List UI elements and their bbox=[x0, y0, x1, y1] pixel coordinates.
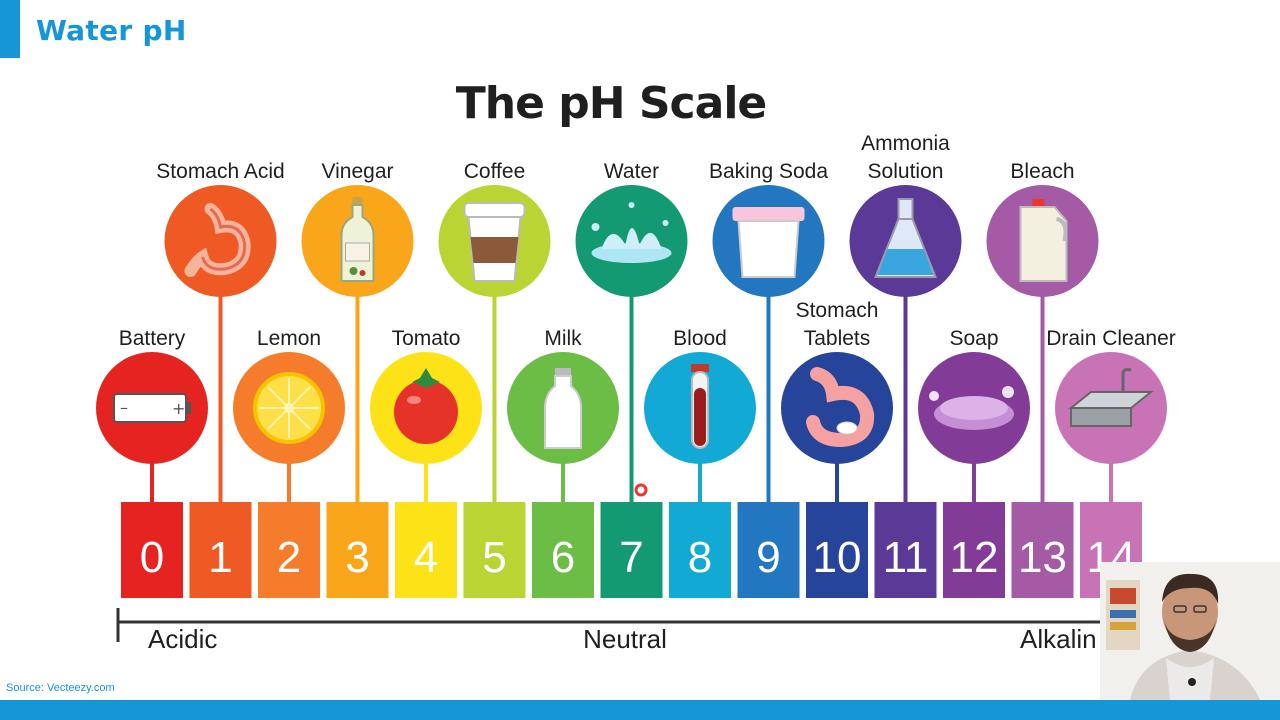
bottom-bar bbox=[0, 700, 1280, 720]
ph-value: 7 bbox=[619, 533, 643, 582]
item-label: Tomato bbox=[392, 327, 461, 350]
pointer-marker bbox=[634, 483, 648, 497]
battery-icon: – + bbox=[113, 393, 191, 423]
item-label: Milk bbox=[544, 327, 582, 350]
item-circle bbox=[164, 185, 277, 297]
ph-box-3 bbox=[326, 502, 389, 598]
ph-value: 9 bbox=[756, 533, 780, 582]
ph-box-0 bbox=[121, 502, 183, 598]
ph-value: 2 bbox=[277, 533, 301, 582]
ph-box-13 bbox=[1011, 502, 1074, 598]
lemon-icon bbox=[253, 372, 325, 444]
source-credit: Source: Vecteezy.com bbox=[6, 682, 115, 694]
item-label: Water bbox=[604, 160, 659, 183]
vinegar-bottle-icon bbox=[340, 197, 375, 282]
ph-box-4 bbox=[395, 502, 457, 598]
slide-title: Water pH bbox=[36, 14, 187, 47]
item-label: Stomach Acid bbox=[156, 160, 284, 183]
item-label: Drain Cleaner bbox=[1046, 327, 1176, 350]
ph-box-1 bbox=[189, 502, 252, 598]
item-label: Battery bbox=[119, 327, 186, 350]
ph-box-9 bbox=[737, 502, 800, 598]
item-label: Lemon bbox=[257, 327, 321, 350]
blood-tube-icon bbox=[691, 364, 709, 449]
ph-box-12 bbox=[943, 502, 1005, 598]
ph-box-11 bbox=[874, 502, 937, 598]
ph-value: 1 bbox=[208, 533, 232, 582]
ph-value: 3 bbox=[345, 533, 369, 582]
coffee-cup-icon bbox=[463, 202, 526, 282]
item-label: Solution bbox=[868, 160, 944, 183]
item-label: Stomach bbox=[796, 299, 879, 322]
axis-label-left: Acidic bbox=[148, 624, 217, 654]
ph-value: 4 bbox=[414, 533, 438, 582]
item-label: Blood bbox=[673, 327, 727, 350]
water-splash-icon bbox=[591, 202, 672, 263]
item-label: Tablets bbox=[804, 327, 871, 350]
ph-value: 6 bbox=[551, 533, 575, 582]
diagram-title: The pH Scale bbox=[455, 78, 768, 129]
stomach-icon bbox=[184, 203, 251, 277]
stomach-tablet-icon bbox=[806, 367, 875, 448]
ph-value: 12 bbox=[950, 533, 999, 582]
baking-soda-tub-icon bbox=[732, 207, 805, 278]
ph-value: 5 bbox=[482, 533, 506, 582]
item-circle bbox=[781, 352, 893, 464]
item-label: Vinegar bbox=[321, 160, 393, 183]
ph-box-6 bbox=[532, 502, 594, 598]
soap-icon bbox=[929, 386, 1014, 430]
sink-icon bbox=[1068, 368, 1154, 427]
flask-icon bbox=[874, 198, 937, 278]
item-label: Baking Soda bbox=[709, 160, 828, 183]
item-label: Bleach bbox=[1010, 160, 1074, 183]
ph-value: 8 bbox=[688, 533, 712, 582]
tomato-icon bbox=[394, 368, 458, 444]
ph-box-5 bbox=[463, 502, 526, 598]
ph-box-2 bbox=[258, 502, 320, 598]
svg-text:–: – bbox=[120, 398, 128, 417]
ph-scale-diagram: Stomach Acid Vinegar Coffee Water Baking Sod… bbox=[96, 132, 1176, 654]
milk-bottle-icon bbox=[544, 368, 582, 449]
ph-box-10 bbox=[806, 502, 868, 598]
item-label: Coffee bbox=[464, 160, 526, 183]
item-label: Ammonia bbox=[861, 132, 950, 155]
item-label: Soap bbox=[949, 327, 998, 350]
bleach-jug-icon bbox=[1019, 199, 1068, 282]
svg-text:+: + bbox=[172, 399, 185, 418]
presenter-webcam bbox=[1100, 562, 1280, 700]
ph-box-7 bbox=[600, 502, 663, 598]
ph-value: 11 bbox=[883, 533, 929, 582]
ph-value: 10 bbox=[813, 533, 862, 582]
ph-value: 13 bbox=[1018, 533, 1067, 582]
axis-label-center: Neutral bbox=[583, 624, 667, 654]
title-accent-bar bbox=[0, 0, 20, 58]
ph-value: 0 bbox=[140, 533, 164, 582]
ph-box-8 bbox=[669, 502, 731, 598]
axis-label-right: Alkalin bbox=[1020, 624, 1097, 654]
